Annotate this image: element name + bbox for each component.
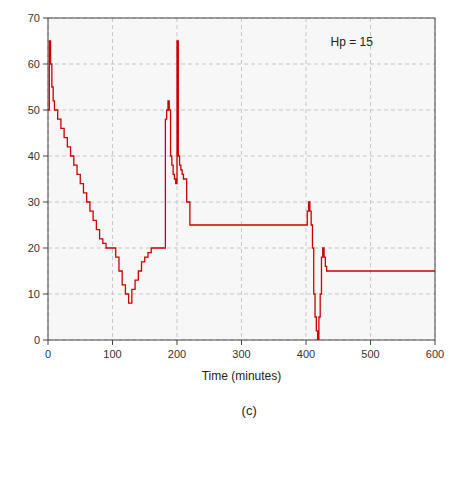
plot-frame xyxy=(48,18,435,340)
y-tick xyxy=(43,110,48,111)
subplot-label: (c) xyxy=(242,403,257,418)
y-tick xyxy=(43,248,48,249)
y-tick-label: 50 xyxy=(28,104,40,116)
grid-line-y xyxy=(48,156,435,157)
grid-line-x xyxy=(241,18,242,340)
data xyxy=(48,41,435,340)
signal-line xyxy=(48,41,435,340)
y-tick-label: 60 xyxy=(28,58,40,70)
x-tick-label: 300 xyxy=(232,348,250,360)
x-tick xyxy=(241,340,242,345)
y-tick-label: 10 xyxy=(28,288,40,300)
x-tick xyxy=(177,340,178,345)
x-tick xyxy=(306,340,307,345)
x-axis-label: Time (minutes) xyxy=(202,369,282,383)
grid-line-x xyxy=(370,18,371,340)
x-tick-label: 200 xyxy=(168,348,186,360)
x-tick xyxy=(370,340,371,345)
y-tick-label: 40 xyxy=(28,150,40,162)
x-tick xyxy=(112,340,113,345)
y-tick xyxy=(43,340,48,341)
x-tick xyxy=(48,340,49,345)
x-tick xyxy=(435,340,436,345)
grid-line-x xyxy=(306,18,307,340)
plot-area xyxy=(48,18,435,340)
x-tick-label: 600 xyxy=(426,348,444,360)
y-tick xyxy=(43,294,48,295)
grid-line-y xyxy=(48,202,435,203)
grid-line-y xyxy=(48,110,435,111)
x-tick-label: 100 xyxy=(103,348,121,360)
y-tick-label: 70 xyxy=(28,12,40,24)
y-tick xyxy=(43,64,48,65)
chart: 0 100 200 300 400 500 600 0 10 20 30 40 50 60 70 Hp = 1… xyxy=(0,0,453,488)
x-tick-label: 500 xyxy=(361,348,379,360)
grid-line-x xyxy=(112,18,113,340)
y-tick xyxy=(43,156,48,157)
y-tick xyxy=(43,18,48,19)
y-tick-label: 0 xyxy=(34,334,40,346)
x-tick-label: 0 xyxy=(45,348,51,360)
y-tick-label: 20 xyxy=(28,242,40,254)
grid xyxy=(48,18,435,340)
x-tick-label: 400 xyxy=(297,348,315,360)
y-tick-label: 30 xyxy=(28,196,40,208)
grid-line-y xyxy=(48,64,435,65)
annotation: Hp = 15 xyxy=(331,35,374,49)
y-tick xyxy=(43,202,48,203)
axes: 0 100 200 300 400 500 600 0 10 20 30 40 50 60 70 xyxy=(28,12,444,360)
grid-line-y xyxy=(48,294,435,295)
